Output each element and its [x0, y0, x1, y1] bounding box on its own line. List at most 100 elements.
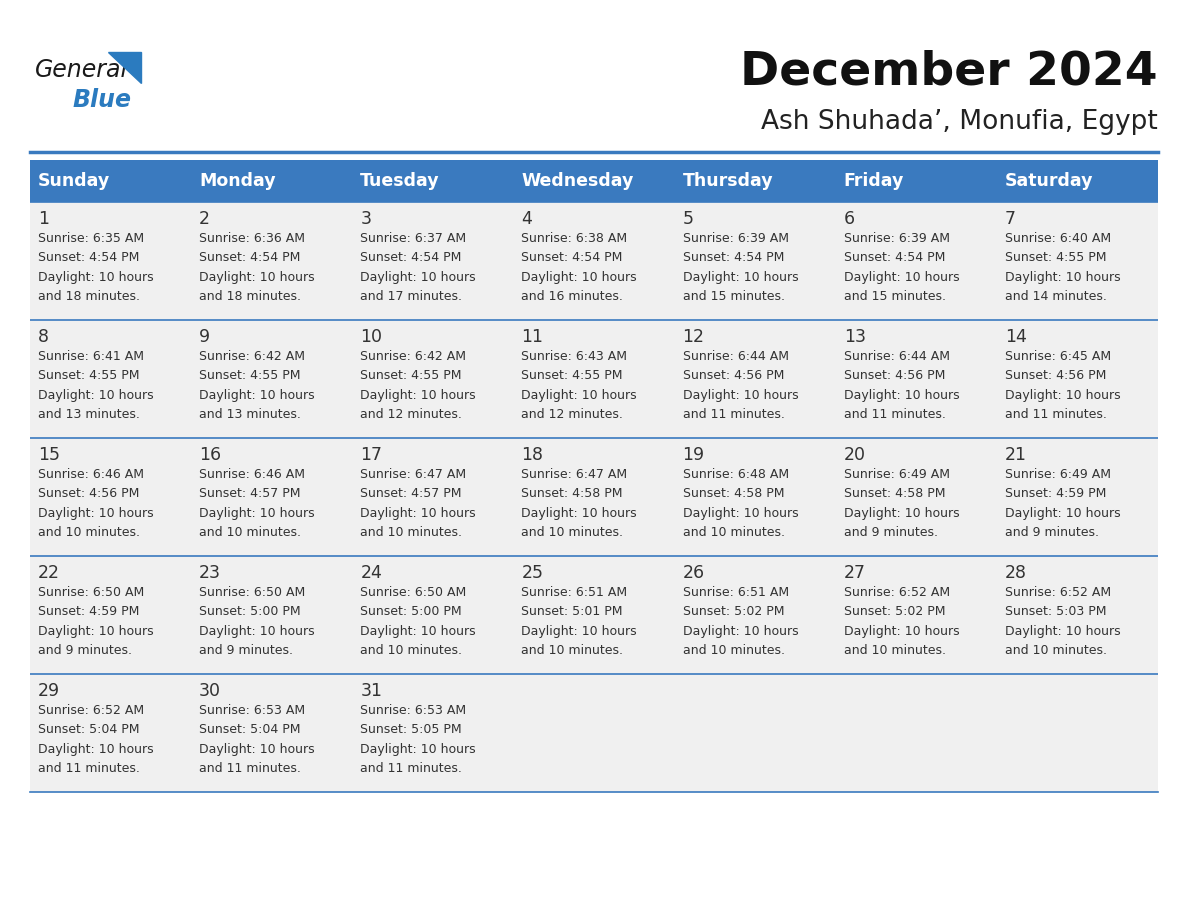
Text: 14: 14 [1005, 328, 1026, 346]
Text: Sunset: 5:02 PM: Sunset: 5:02 PM [683, 605, 784, 618]
Text: Sunset: 4:54 PM: Sunset: 4:54 PM [360, 251, 462, 264]
Text: and 10 minutes.: and 10 minutes. [683, 644, 784, 657]
Bar [30, 202, 191, 320]
Text: and 11 minutes.: and 11 minutes. [38, 762, 140, 775]
Text: Sunrise: 6:45 AM: Sunrise: 6:45 AM [1005, 350, 1111, 363]
Text: December 2024: December 2024 [740, 50, 1158, 95]
Text: Daylight: 10 hours: Daylight: 10 hours [38, 388, 153, 401]
Bar [835, 202, 997, 320]
Bar [353, 160, 513, 202]
Text: Sunset: 4:56 PM: Sunset: 4:56 PM [843, 369, 946, 382]
Bar [997, 674, 1158, 792]
Text: Daylight: 10 hours: Daylight: 10 hours [843, 388, 960, 401]
Text: Sunset: 4:55 PM: Sunset: 4:55 PM [38, 369, 139, 382]
Text: Sunrise: 6:39 AM: Sunrise: 6:39 AM [683, 231, 789, 244]
Bar [513, 674, 675, 792]
Bar [353, 202, 513, 320]
Text: Sunrise: 6:50 AM: Sunrise: 6:50 AM [200, 586, 305, 599]
Text: Sunset: 4:59 PM: Sunset: 4:59 PM [1005, 487, 1106, 500]
Bar [191, 160, 353, 202]
Text: Daylight: 10 hours: Daylight: 10 hours [200, 271, 315, 284]
Bar [835, 438, 997, 556]
Text: and 13 minutes.: and 13 minutes. [38, 408, 140, 421]
Text: 15: 15 [38, 446, 61, 464]
Text: 9: 9 [200, 328, 210, 346]
Text: and 10 minutes.: and 10 minutes. [360, 644, 462, 657]
Text: Tuesday: Tuesday [360, 172, 440, 190]
Bar [675, 438, 835, 556]
Text: Sunrise: 6:35 AM: Sunrise: 6:35 AM [38, 231, 144, 244]
Text: Sunrise: 6:52 AM: Sunrise: 6:52 AM [38, 703, 144, 717]
Text: 16: 16 [200, 446, 221, 464]
Bar [513, 160, 675, 202]
Text: and 11 minutes.: and 11 minutes. [1005, 408, 1107, 421]
Text: and 9 minutes.: and 9 minutes. [38, 644, 132, 657]
Text: and 12 minutes.: and 12 minutes. [522, 408, 624, 421]
Text: Daylight: 10 hours: Daylight: 10 hours [683, 388, 798, 401]
Text: Daylight: 10 hours: Daylight: 10 hours [38, 507, 153, 520]
Text: Daylight: 10 hours: Daylight: 10 hours [200, 507, 315, 520]
Text: 31: 31 [360, 682, 383, 700]
Text: Sunset: 4:54 PM: Sunset: 4:54 PM [38, 251, 139, 264]
Text: and 11 minutes.: and 11 minutes. [360, 762, 462, 775]
Text: Sunrise: 6:52 AM: Sunrise: 6:52 AM [1005, 586, 1111, 599]
Text: Sunrise: 6:39 AM: Sunrise: 6:39 AM [843, 231, 949, 244]
Text: Sunset: 4:55 PM: Sunset: 4:55 PM [1005, 251, 1106, 264]
Text: and 10 minutes.: and 10 minutes. [200, 526, 301, 539]
Text: and 10 minutes.: and 10 minutes. [1005, 644, 1107, 657]
Text: Sunset: 4:55 PM: Sunset: 4:55 PM [522, 369, 623, 382]
Text: Sunrise: 6:51 AM: Sunrise: 6:51 AM [522, 586, 627, 599]
Bar [353, 674, 513, 792]
Polygon shape [108, 52, 141, 83]
Text: and 18 minutes.: and 18 minutes. [200, 290, 301, 303]
Text: and 11 minutes.: and 11 minutes. [843, 408, 946, 421]
Text: Sunrise: 6:37 AM: Sunrise: 6:37 AM [360, 231, 467, 244]
Text: and 17 minutes.: and 17 minutes. [360, 290, 462, 303]
Text: Daylight: 10 hours: Daylight: 10 hours [38, 271, 153, 284]
Bar [191, 320, 353, 438]
Bar [353, 320, 513, 438]
Text: 7: 7 [1005, 210, 1016, 228]
Text: Daylight: 10 hours: Daylight: 10 hours [522, 388, 637, 401]
Text: Daylight: 10 hours: Daylight: 10 hours [1005, 388, 1120, 401]
Text: Daylight: 10 hours: Daylight: 10 hours [843, 271, 960, 284]
Text: Sunset: 5:02 PM: Sunset: 5:02 PM [843, 605, 946, 618]
Text: Sunrise: 6:38 AM: Sunrise: 6:38 AM [522, 231, 627, 244]
Bar [191, 556, 353, 674]
Bar [675, 320, 835, 438]
Text: Daylight: 10 hours: Daylight: 10 hours [360, 743, 476, 756]
Text: 5: 5 [683, 210, 694, 228]
Text: Friday: Friday [843, 172, 904, 190]
Text: Sunset: 4:54 PM: Sunset: 4:54 PM [683, 251, 784, 264]
Text: 24: 24 [360, 564, 383, 582]
Text: Sunrise: 6:47 AM: Sunrise: 6:47 AM [522, 467, 627, 480]
Text: Sunset: 5:00 PM: Sunset: 5:00 PM [200, 605, 301, 618]
Text: and 10 minutes.: and 10 minutes. [843, 644, 946, 657]
Text: Sunrise: 6:50 AM: Sunrise: 6:50 AM [360, 586, 467, 599]
Text: Daylight: 10 hours: Daylight: 10 hours [38, 624, 153, 637]
Text: and 10 minutes.: and 10 minutes. [522, 644, 624, 657]
Text: Sunrise: 6:42 AM: Sunrise: 6:42 AM [360, 350, 466, 363]
Text: 27: 27 [843, 564, 866, 582]
Bar [513, 202, 675, 320]
Text: and 15 minutes.: and 15 minutes. [683, 290, 784, 303]
Bar [997, 160, 1158, 202]
Text: Daylight: 10 hours: Daylight: 10 hours [683, 507, 798, 520]
Text: and 14 minutes.: and 14 minutes. [1005, 290, 1107, 303]
Text: 12: 12 [683, 328, 704, 346]
Text: Sunset: 4:58 PM: Sunset: 4:58 PM [522, 487, 623, 500]
Text: Sunset: 4:55 PM: Sunset: 4:55 PM [200, 369, 301, 382]
Bar [835, 320, 997, 438]
Text: Sunrise: 6:40 AM: Sunrise: 6:40 AM [1005, 231, 1111, 244]
Text: Daylight: 10 hours: Daylight: 10 hours [522, 624, 637, 637]
Bar [30, 160, 191, 202]
Bar [675, 556, 835, 674]
Text: 6: 6 [843, 210, 855, 228]
Text: Sunset: 5:03 PM: Sunset: 5:03 PM [1005, 605, 1106, 618]
Text: Monday: Monday [200, 172, 276, 190]
Text: and 15 minutes.: and 15 minutes. [843, 290, 946, 303]
Bar [997, 438, 1158, 556]
Text: Daylight: 10 hours: Daylight: 10 hours [522, 271, 637, 284]
Text: Sunrise: 6:44 AM: Sunrise: 6:44 AM [683, 350, 789, 363]
Text: Sunset: 4:59 PM: Sunset: 4:59 PM [38, 605, 139, 618]
